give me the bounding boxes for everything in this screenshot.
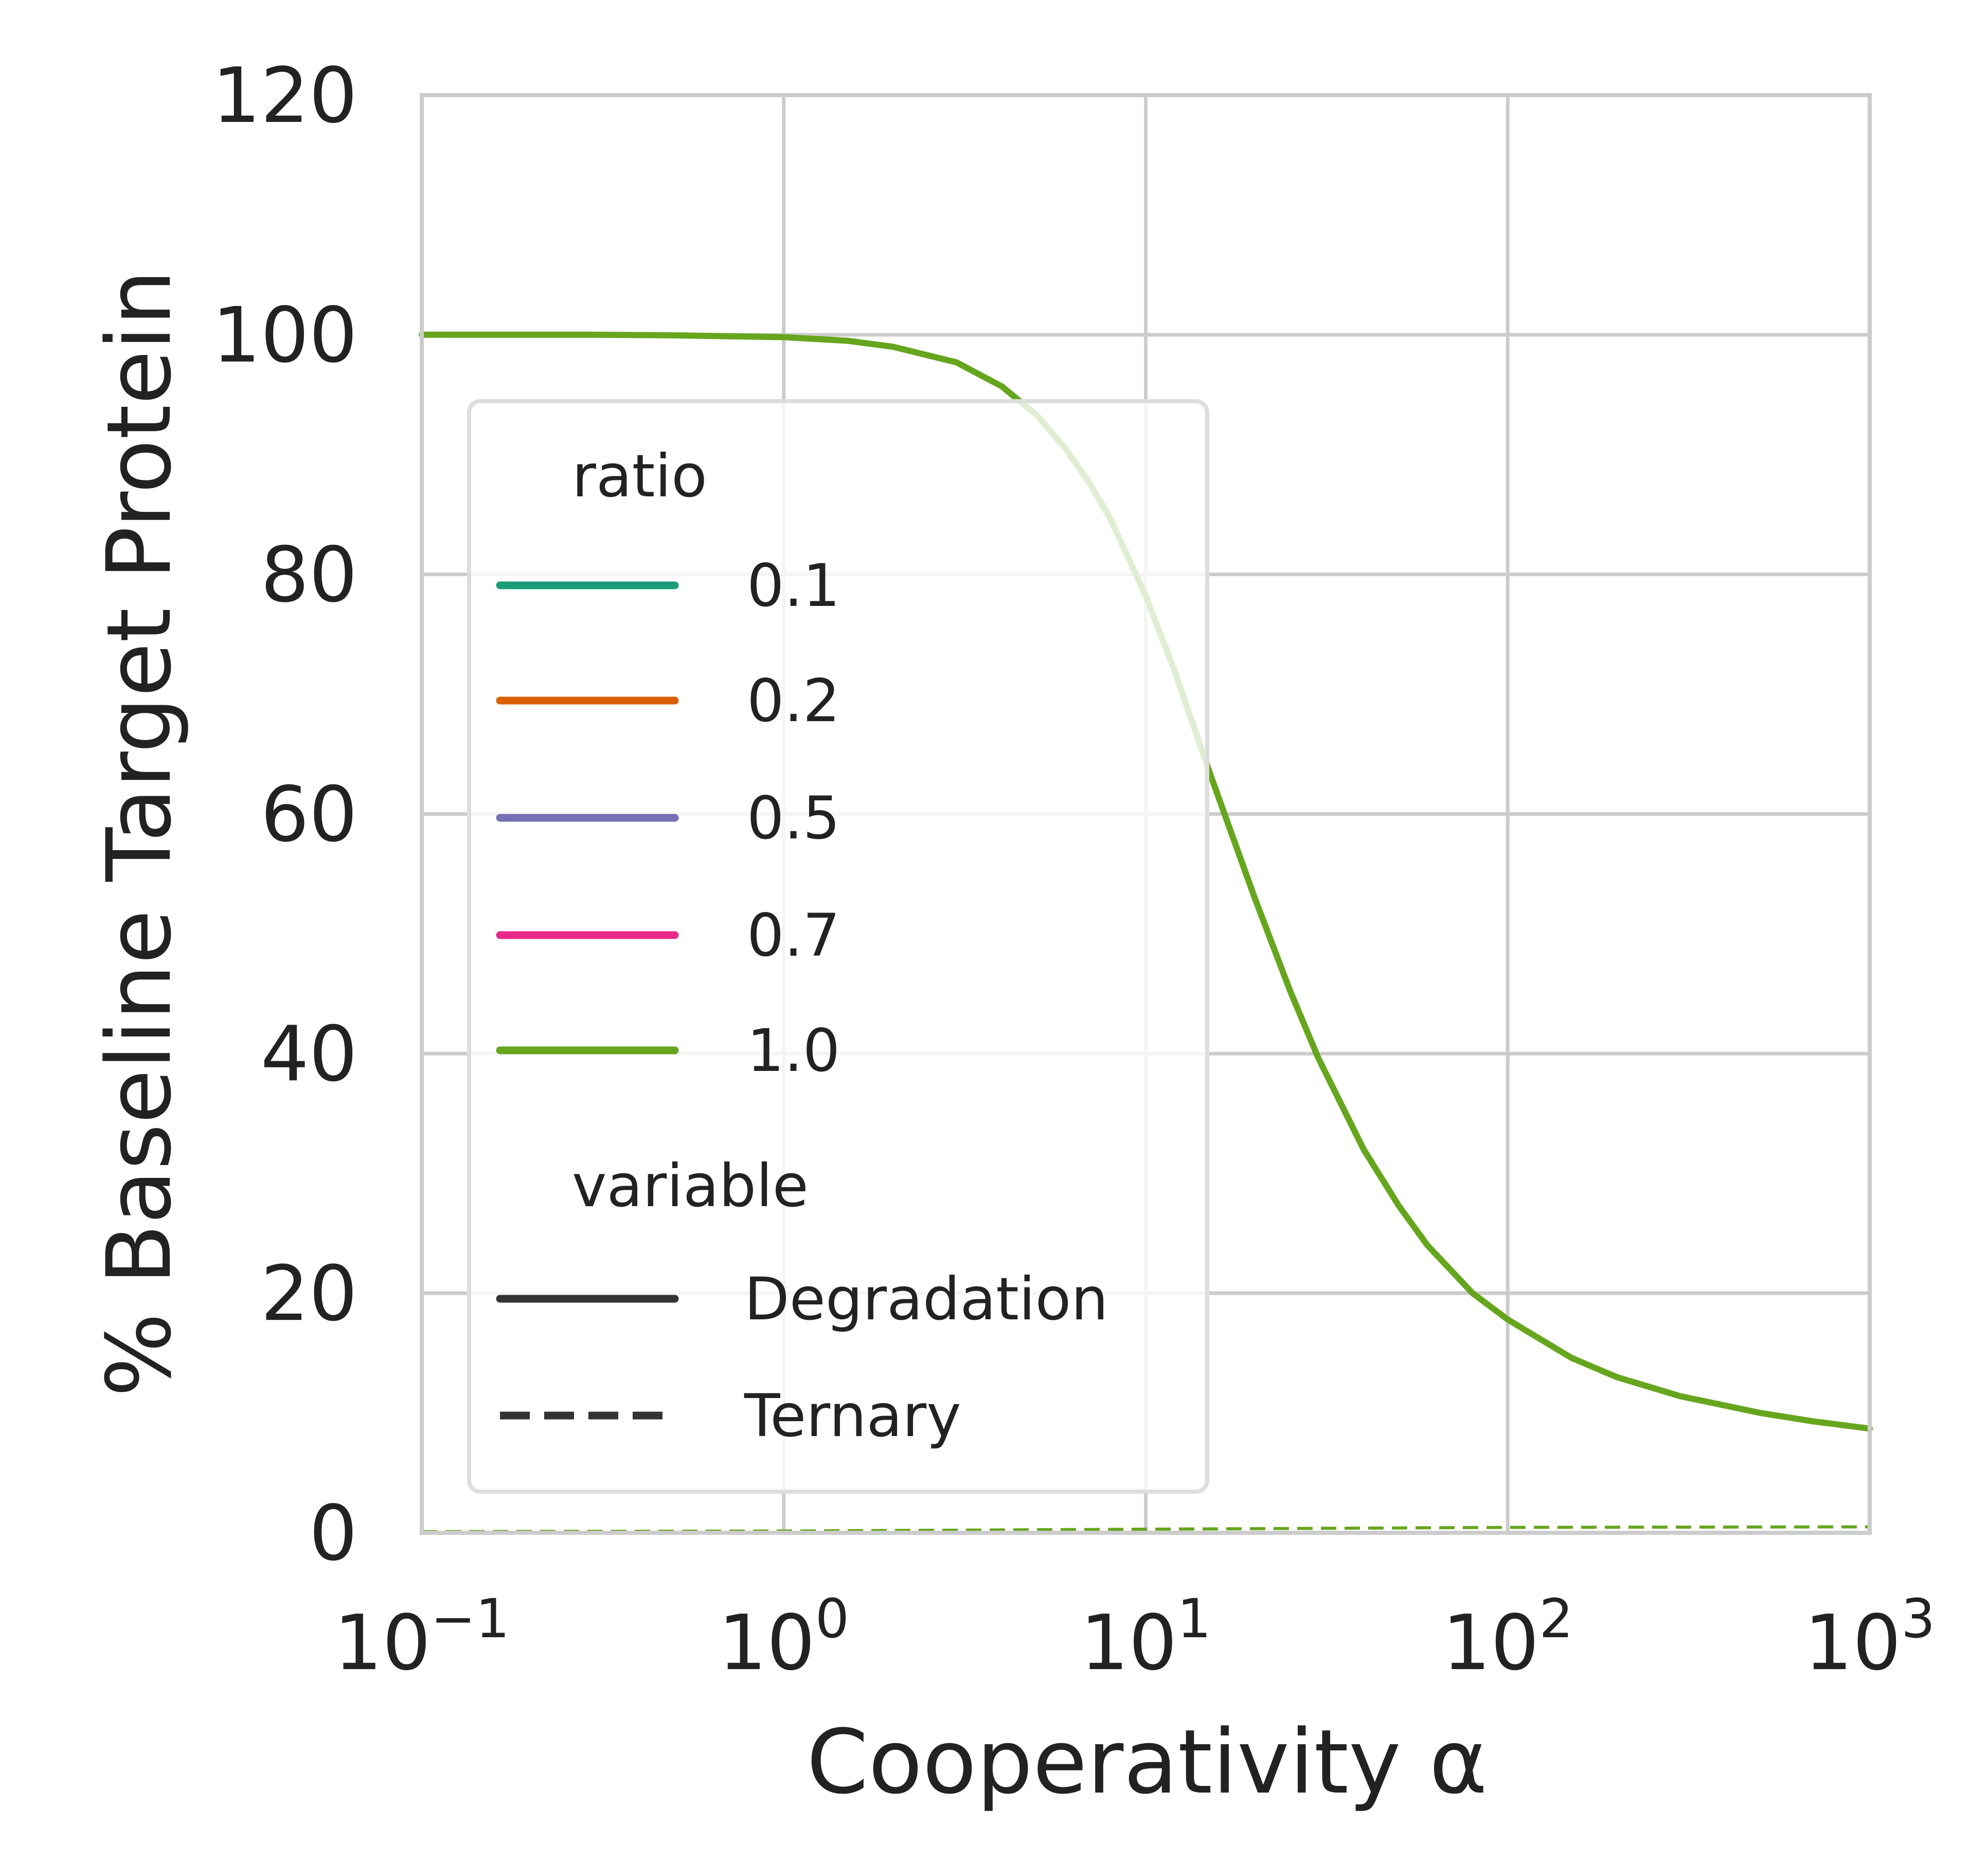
x-tick-label: 103 [1804, 1587, 1936, 1687]
legend-label-ratio: 1.0 [747, 1016, 840, 1085]
x-tick-label: 100 [719, 1587, 850, 1687]
y-tick-label: 120 [212, 51, 358, 140]
series-line-degradation [419, 331, 1873, 1432]
y-axis-title: % Baseline Target Protein [87, 270, 191, 1397]
x-axis-title: Cooperativity α [807, 1710, 1488, 1814]
y-tick-label: 20 [261, 1249, 357, 1338]
x-tick-labels: 10−1 100 101 102 103 [334, 1587, 1935, 1687]
legend-label-ratio: 0.5 [747, 784, 840, 852]
legend-variable-items: Degradation Ternary [496, 1265, 1108, 1450]
legend: ratio 0.1 0.2 0.5 0.7 1.0 variable Degradati… [467, 399, 1209, 1494]
legend-label-ratio: 0.2 [747, 667, 840, 735]
y-tick-label: 80 [261, 531, 357, 619]
legend-label-ratio: 0.7 [747, 901, 840, 970]
legend-ratio-title: ratio [572, 442, 707, 510]
legend-variable-title: variable [572, 1152, 809, 1220]
y-tick-labels: 0 20 40 60 80 100 120 [212, 51, 358, 1578]
y-tick-label: 60 [261, 771, 357, 859]
y-tick-label: 0 [309, 1489, 357, 1578]
y-tick-label: 40 [261, 1010, 357, 1098]
x-tick-label: 10−1 [334, 1587, 510, 1687]
legend-label-ratio: 0.1 [747, 551, 840, 620]
legend-box [467, 399, 1209, 1494]
x-tick-label: 102 [1442, 1587, 1573, 1687]
legend-label-variable: Ternary [744, 1382, 961, 1450]
y-tick-label: 100 [212, 291, 358, 380]
legend-ratio-items: 0.1 0.2 0.5 0.7 1.0 [496, 551, 840, 1085]
plot-frame [420, 93, 1872, 1535]
legend-label-variable: Degradation [744, 1265, 1108, 1333]
x-tick-label: 101 [1080, 1587, 1211, 1687]
